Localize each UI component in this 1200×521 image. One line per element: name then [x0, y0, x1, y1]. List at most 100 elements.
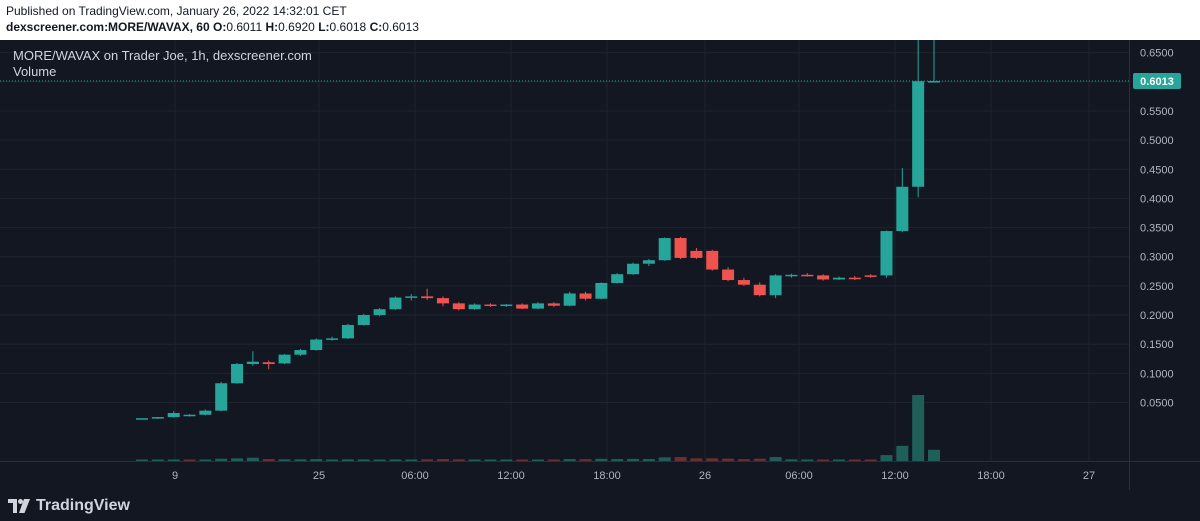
- candle-body: [357, 315, 370, 325]
- candle-body: [627, 263, 640, 275]
- volume-bar: [769, 457, 782, 461]
- price-tick-label: 0.2000: [1140, 310, 1174, 322]
- candle-body: [690, 250, 703, 258]
- volume-bar: [817, 459, 830, 461]
- volume-bar: [151, 459, 164, 461]
- volume-bars: [136, 395, 940, 461]
- volume-bar: [484, 459, 497, 461]
- tradingview-brand: TradingView: [36, 497, 130, 514]
- candle-body: [848, 277, 861, 280]
- candle-body: [199, 410, 212, 415]
- volume-bar: [864, 459, 877, 461]
- time-tick-label: 12:00: [881, 470, 909, 482]
- volume-bar: [896, 445, 909, 461]
- volume-bar: [500, 459, 513, 461]
- candle-body: [167, 412, 180, 418]
- price-tick-label: 0.2500: [1140, 281, 1174, 293]
- last-price-label: 0.6013: [1133, 73, 1181, 90]
- price-tick-label: 0.5500: [1140, 106, 1174, 118]
- grid: [0, 40, 1129, 461]
- volume-indicator-label[interactable]: Volume: [13, 64, 57, 79]
- candle-body: [832, 277, 845, 280]
- open-value: 0.6011: [226, 20, 263, 34]
- close-label: C:: [369, 20, 383, 34]
- price-tick-label: 0.3000: [1140, 252, 1174, 264]
- chart-background: [0, 40, 1200, 490]
- low-value: 0.6018: [329, 20, 367, 34]
- candle-body: [658, 238, 671, 261]
- candle-body: [262, 362, 275, 365]
- price-tick-label: 0.5000: [1140, 135, 1174, 147]
- volume-bar: [136, 459, 148, 461]
- candle-body: [436, 298, 449, 304]
- candle-body: [864, 275, 877, 277]
- candle-body: [468, 304, 481, 310]
- candle-body: [484, 304, 497, 307]
- volume-bar: [611, 459, 624, 461]
- volume-bar: [389, 459, 402, 461]
- candle-body: [452, 303, 465, 310]
- tradingview-logo[interactable]: TradingView: [8, 497, 130, 515]
- candle-body: [817, 275, 830, 280]
- time-tick-label: 18:00: [593, 470, 621, 482]
- time-tick-label: 25: [313, 470, 325, 482]
- price-tick-label: 0.1500: [1140, 339, 1174, 351]
- time-axis[interactable]: 9 25 06:00 12:00 18:00 26 06:00 12:00 18:00 27: [172, 470, 1095, 482]
- candle-body: [246, 361, 259, 365]
- volume-bar: [183, 459, 196, 461]
- candle-body: [310, 339, 323, 351]
- volume-bar: [294, 459, 307, 461]
- footer-bar: [0, 490, 1200, 521]
- candle-body: [326, 338, 339, 340]
- close-value: 0.6013: [382, 20, 419, 34]
- volume-bar: [912, 395, 925, 461]
- candle-body: [500, 304, 513, 307]
- volume-bar: [405, 459, 418, 461]
- volume-bar: [199, 459, 212, 461]
- candle-body: [278, 354, 291, 364]
- time-tick-label: 27: [1083, 470, 1095, 482]
- candle-body: [801, 274, 814, 277]
- volume-bar: [516, 459, 529, 461]
- volume-bar: [421, 459, 434, 461]
- candle-body: [785, 274, 798, 277]
- volume-bar: [690, 458, 703, 461]
- volume-bar: [579, 459, 592, 461]
- volume-bar: [595, 458, 608, 461]
- candle-body: [563, 293, 576, 306]
- candle-body: [896, 186, 909, 232]
- volume-bar: [326, 459, 339, 461]
- open-label: O:: [212, 20, 227, 34]
- volume-bar: [167, 459, 180, 461]
- price-tick-label: 0.3500: [1140, 223, 1174, 235]
- candle-body: [389, 297, 402, 310]
- time-tick-label: 18:00: [977, 470, 1005, 482]
- candle-body: [674, 238, 687, 258]
- tradingview-logo-icon: [8, 499, 30, 513]
- time-tick-label: 9: [172, 470, 178, 482]
- candle-body: [151, 417, 164, 419]
- candle-body: [912, 81, 925, 187]
- price-chart[interactable]: 0.70000.65000.60000.55000.50000.45000.40…: [0, 40, 1200, 490]
- candle-body: [215, 383, 228, 411]
- volume-bar: [215, 458, 228, 461]
- volume-bar: [278, 459, 291, 461]
- candle-body: [642, 260, 655, 264]
- last-price-value: 0.6013: [1140, 76, 1174, 88]
- volume-bar: [468, 459, 481, 461]
- published-line: Published on TradingView.com, January 26…: [6, 4, 347, 18]
- candle-body: [421, 296, 434, 299]
- low-label: L:: [318, 20, 330, 34]
- candle-body: [595, 282, 608, 299]
- last-price-badge: [1133, 73, 1181, 90]
- candle-body: [532, 303, 544, 309]
- candle-body: [611, 274, 624, 283]
- volume-bar: [928, 449, 940, 461]
- volume-bar: [801, 459, 814, 461]
- volume-bar: [642, 459, 655, 461]
- candle-body: [373, 309, 386, 316]
- volume-bar: [737, 459, 750, 461]
- high-value: 0.6920: [278, 20, 315, 34]
- volume-bar: [547, 459, 560, 461]
- candle-body: [136, 418, 148, 420]
